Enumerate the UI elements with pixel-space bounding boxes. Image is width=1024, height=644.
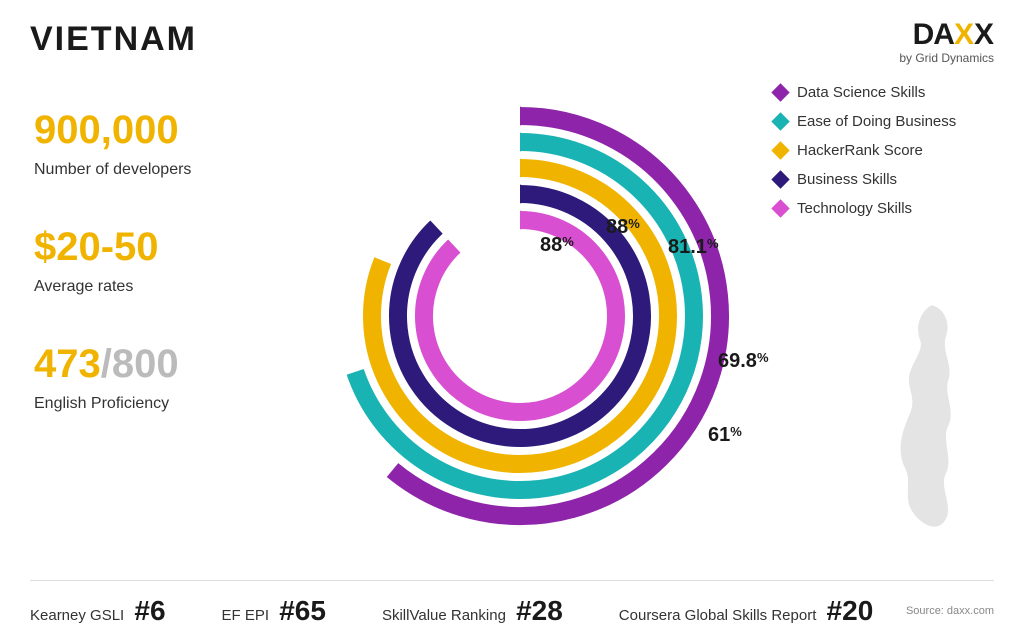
legend-swatch-icon: [771, 199, 789, 217]
left-stats-column: 900,000 Number of developers $20-50 Aver…: [30, 78, 250, 578]
legend-item: Ease of Doing Business: [774, 113, 994, 130]
ranking-value: #28: [516, 595, 563, 626]
chart-legend: Data Science Skills Ease of Doing Busines…: [774, 84, 994, 217]
page-title: VIETNAM: [30, 20, 197, 59]
legend-item: Data Science Skills: [774, 84, 994, 101]
ranking-item: Kearney GSLI #6: [30, 595, 166, 627]
legend-swatch-icon: [771, 170, 789, 188]
stat-label: English Proficiency: [34, 395, 250, 413]
stat-english: 473/800 English Proficiency: [34, 342, 250, 413]
ranking-value: #6: [134, 595, 165, 626]
legend-label: Business Skills: [797, 171, 897, 188]
ranking-label: Kearney GSLI: [30, 607, 128, 624]
ranking-label: Coursera Global Skills Report: [619, 607, 821, 624]
legend-label: Data Science Skills: [797, 84, 925, 101]
ring-value-label: 88%: [540, 234, 574, 257]
legend-swatch-icon: [771, 83, 789, 101]
stat-developers: 900,000 Number of developers: [34, 108, 250, 179]
stat-primary: 473: [34, 342, 101, 386]
logo-wordmark: DAXX: [913, 20, 994, 50]
legend-item: HackerRank Score: [774, 142, 994, 159]
legend-swatch-icon: [771, 141, 789, 159]
legend-item: Business Skills: [774, 171, 994, 188]
source-attribution: Source: daxx.com: [906, 605, 994, 617]
legend-label: Ease of Doing Business: [797, 113, 956, 130]
ring-value-label: 69.8%: [718, 350, 769, 373]
stat-secondary: /800: [101, 342, 179, 386]
stat-label: Average rates: [34, 278, 250, 296]
ring-value-label: 88%: [606, 216, 640, 239]
ranking-item: SkillValue Ranking #28: [382, 595, 563, 627]
legend-item: Technology Skills: [774, 200, 994, 217]
legend-swatch-icon: [771, 112, 789, 130]
stat-rates: $20-50 Average rates: [34, 225, 250, 296]
logo-byline: by Grid Dynamics: [899, 52, 994, 64]
ranking-label: SkillValue Ranking: [382, 607, 510, 624]
ranking-value: #20: [827, 595, 874, 626]
radial-chart: 61% 69.8% 81.1% 88% 88%: [270, 66, 770, 566]
ranking-item: EF EPI #65: [222, 595, 326, 627]
stat-value: 900,000: [34, 108, 250, 153]
ring-value-label: 81.1%: [668, 236, 719, 259]
brand-logo: DAXX by Grid Dynamics: [899, 20, 994, 64]
rankings-row: Kearney GSLI #6 EF EPI #65 SkillValue Rank…: [30, 595, 873, 627]
stat-value: 473/800: [34, 342, 250, 387]
legend-label: HackerRank Score: [797, 142, 923, 159]
ranking-item: Coursera Global Skills Report #20: [619, 595, 873, 627]
stat-label: Number of developers: [34, 161, 250, 179]
stat-value: $20-50: [34, 225, 250, 270]
legend-label: Technology Skills: [797, 200, 912, 217]
country-map-icon: [874, 298, 994, 538]
ranking-label: EF EPI: [222, 607, 274, 624]
ranking-value: #65: [279, 595, 326, 626]
ring-arc: [424, 220, 616, 412]
ring-value-label: 61%: [708, 424, 742, 447]
